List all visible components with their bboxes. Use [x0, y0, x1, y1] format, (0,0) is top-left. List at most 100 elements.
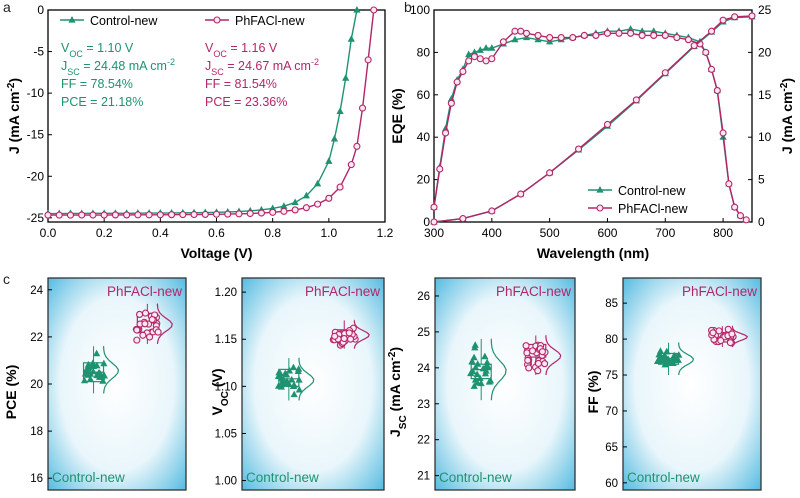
scatter-point — [709, 329, 717, 337]
scatter-point — [664, 359, 672, 366]
scatter-point — [84, 364, 92, 371]
data-point-1 — [517, 27, 525, 35]
panel-letter-b: b — [404, 0, 412, 15]
data-point-1 — [280, 207, 288, 215]
scatter-point — [717, 337, 725, 345]
scatter-point — [728, 330, 736, 338]
legend-label: Control-new — [618, 184, 686, 198]
data-point-0 — [325, 157, 333, 164]
legend-marker — [68, 16, 76, 23]
x-tick-label: 600 — [597, 226, 617, 240]
data-point-0 — [650, 27, 658, 34]
y-tick-label: -15 — [27, 128, 45, 142]
y-axis-label: EQE (%) — [389, 88, 405, 143]
distribution-curve — [545, 334, 562, 376]
scatter-point — [470, 353, 478, 361]
y-tick-label: 23 — [417, 399, 430, 411]
scatter-point — [148, 315, 156, 324]
scatter-point — [294, 367, 302, 375]
scatter-point — [541, 360, 549, 368]
scatter-point — [290, 390, 298, 398]
scatter-point — [295, 376, 303, 383]
scatter-point — [136, 310, 144, 318]
data-point-1 — [364, 56, 372, 64]
parameter-text: JSC = 24.48 mA cm-2 — [61, 57, 175, 77]
data-point-3 — [731, 13, 739, 21]
scatter-point — [95, 369, 103, 376]
scatter-point — [660, 357, 668, 364]
y-tick-label: -25 — [27, 211, 45, 225]
panel-letter-a: a — [3, 0, 11, 15]
data-point-3 — [459, 215, 467, 223]
data-point-1 — [66, 211, 75, 219]
scatter-point — [345, 329, 353, 337]
data-point-1 — [212, 210, 221, 218]
data-point-1 — [603, 29, 612, 37]
data-point-3 — [574, 145, 583, 153]
data-point-1 — [78, 211, 86, 219]
data-point-0 — [302, 191, 310, 199]
data-point-1 — [534, 31, 542, 39]
data-point-3 — [632, 96, 640, 104]
x-tick-label: 1.0 — [320, 226, 337, 240]
data-point-1 — [627, 29, 635, 37]
y-tick-label: -5 — [33, 45, 44, 59]
data-point-3 — [488, 207, 496, 215]
scatter-point — [100, 371, 108, 379]
data-point-1 — [650, 31, 658, 39]
data-point-1 — [370, 6, 378, 14]
scatter-point — [664, 355, 672, 362]
data-point-1 — [719, 129, 727, 137]
data-point-0 — [280, 202, 288, 209]
scatter-point — [524, 356, 532, 364]
scatter-point — [486, 376, 495, 384]
scatter-point — [281, 369, 289, 377]
scatter-point — [279, 375, 287, 383]
data-point-1 — [673, 34, 681, 42]
data-point-1 — [325, 194, 333, 202]
y-tick-label: 85 — [605, 298, 618, 310]
data-point-0 — [470, 48, 479, 55]
data-point-1 — [430, 203, 438, 211]
data-point-1 — [257, 209, 265, 217]
data-point-1 — [580, 31, 588, 39]
y-tick-label: 22 — [30, 332, 43, 344]
y-axis-label: J (mA cm-2) — [6, 78, 23, 154]
y-tick-label: 20 — [30, 379, 43, 391]
group-label-top: PhFACl-new — [682, 284, 757, 299]
data-point-1 — [459, 67, 467, 76]
distribution-curve — [677, 342, 695, 376]
panel-letter-c: c — [3, 271, 10, 287]
x-axis-label: Wavelength (nm) — [537, 245, 649, 261]
data-point-0 — [441, 124, 450, 132]
scatter-point — [285, 366, 294, 374]
x-tick-label: 0.6 — [208, 226, 225, 240]
scatter-point — [522, 342, 530, 350]
y-tick-label: 80 — [605, 334, 618, 346]
data-point-1 — [442, 129, 450, 137]
data-point-0 — [626, 25, 635, 32]
scatter-point — [288, 375, 296, 383]
data-point-0 — [482, 44, 490, 51]
data-point-1 — [190, 210, 198, 219]
data-point-0 — [347, 35, 355, 42]
scatter-point — [724, 325, 732, 333]
x-axis-label: Voltage (V) — [180, 245, 252, 261]
data-point-1 — [123, 211, 131, 219]
x-tick-label: 700 — [655, 226, 675, 240]
x-tick-label: 400 — [482, 226, 502, 240]
y-tick-label: 18 — [30, 426, 43, 438]
eqe-chart: 300 400 500 600 700 800 0 20 40 60 80 100 0 5 10 15 20 25… — [389, 3, 795, 261]
scatter-point — [534, 359, 542, 368]
data-point-3 — [546, 169, 554, 177]
data-point-1 — [702, 48, 710, 56]
scatter-point — [99, 377, 107, 384]
scatter-point — [84, 360, 92, 368]
data-point-1 — [499, 38, 507, 46]
data-point-0 — [447, 95, 455, 102]
scatter-point — [715, 327, 723, 335]
x-tick-label: 0.0 — [40, 226, 57, 240]
legend-marker — [596, 204, 604, 212]
scatter-point — [525, 364, 533, 372]
scatter-point — [295, 385, 303, 393]
